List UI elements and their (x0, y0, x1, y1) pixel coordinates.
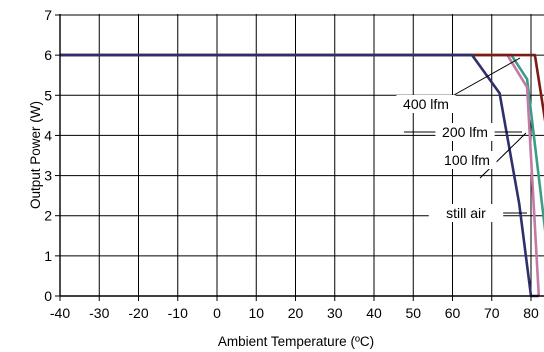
annotation-label: still air (446, 205, 486, 221)
annotation-bg (435, 123, 495, 141)
x-tick-label: -10 (168, 305, 188, 321)
annotations: 400 lfm 200 lfm 100 lfm still air (396, 57, 527, 222)
annotation-bg (437, 151, 497, 169)
x-axis-title: Ambient Temperature (ºC) (218, 334, 374, 349)
x-tick-label: 80 (523, 305, 539, 321)
annotation-label: 400 lfm (403, 96, 449, 112)
y-tick-label: 6 (44, 47, 52, 63)
series-layer (60, 53, 544, 298)
annotation-bg (396, 95, 456, 113)
x-tick-label: 50 (405, 305, 421, 321)
y-tick-label: 1 (44, 248, 52, 264)
y-tick-label: 5 (44, 87, 52, 103)
x-tick-label: 20 (288, 305, 304, 321)
x-tick-label: 40 (366, 305, 382, 321)
axes: 0 1 2 3 4 5 6 7 -40 -30 -20 -10 0 10 20 30 40 50 60 70 80 (44, 7, 544, 321)
x-tick-label: 0 (213, 305, 221, 321)
y-tick-label: 4 (44, 127, 52, 143)
x-tick-label: 10 (248, 305, 264, 321)
x-tick-label: -20 (128, 305, 148, 321)
y-tick-label: 2 (44, 208, 52, 224)
x-tick-label: 60 (445, 305, 461, 321)
annotation-bg (428, 204, 504, 222)
x-tick-label: -30 (89, 305, 109, 321)
x-tick-label: 70 (484, 305, 500, 321)
annotation-label: 100 lfm (444, 152, 490, 168)
y-axis-title: Output Power (W) (28, 101, 43, 209)
annotation-leader (479, 132, 527, 179)
x-tick-label: 30 (327, 305, 343, 321)
y-tick-label: 3 (44, 168, 52, 184)
annotation-label: 200 lfm (442, 124, 488, 140)
annotation-leader (453, 57, 521, 96)
y-tick-label: 7 (44, 7, 52, 23)
x-tick-label: -40 (50, 305, 70, 321)
y-tick-label: 0 (44, 288, 52, 304)
